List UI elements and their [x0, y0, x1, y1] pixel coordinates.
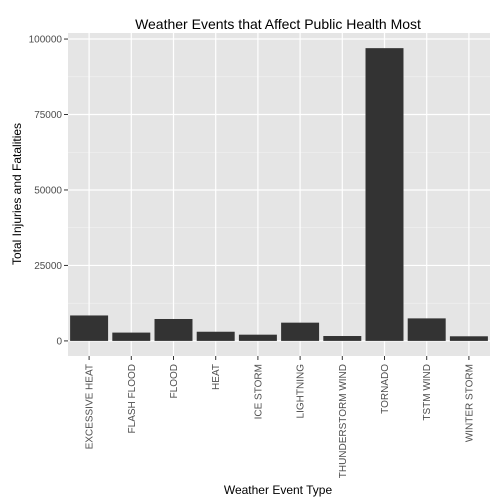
chart-title: Weather Events that Affect Public Health… — [135, 16, 421, 32]
bar — [238, 334, 277, 341]
x-tick-label: FLOOD — [169, 364, 180, 398]
x-tick-label: WINTER STORM — [464, 364, 475, 442]
y-tick-label: 0 — [56, 336, 62, 347]
bar — [281, 322, 320, 341]
x-tick-label: TSTM WIND — [422, 364, 433, 421]
bar — [407, 318, 446, 341]
x-tick-label: THUNDERSTORM WIND — [338, 364, 349, 478]
y-tick-label: 100000 — [29, 35, 63, 46]
y-tick-label: 75000 — [34, 110, 62, 121]
y-axis-title: Total Injuries and Fatalities — [10, 123, 24, 265]
y-tick-label: 50000 — [34, 185, 62, 196]
minor-gridlines — [68, 76, 490, 304]
x-tick-label: HEAT — [211, 364, 222, 390]
bar — [70, 315, 109, 341]
bar — [112, 332, 151, 341]
bar — [365, 48, 404, 341]
major-gridlines — [68, 33, 490, 356]
bar — [154, 318, 193, 341]
y-axis: 0 25000 50000 75000 100000 — [29, 35, 68, 347]
bar — [323, 336, 362, 341]
x-tick-label: EXCESSIVE HEAT — [85, 364, 96, 449]
bar — [449, 336, 488, 341]
x-tick-label: FLASH FLOOD — [127, 364, 138, 433]
y-tick-label: 25000 — [34, 261, 62, 272]
bars — [70, 48, 488, 341]
plot-panel — [68, 33, 490, 356]
x-axis: EXCESSIVE HEAT FLASH FLOOD FLOOD HEAT ICE ST… — [85, 356, 475, 478]
x-tick-label: ICE STORM — [253, 364, 264, 419]
bar — [196, 331, 235, 341]
x-axis-title: Weather Event Type — [224, 483, 333, 497]
x-tick-label: LIGHTNING — [296, 364, 307, 419]
x-tick-label: TORNADO — [380, 364, 391, 414]
